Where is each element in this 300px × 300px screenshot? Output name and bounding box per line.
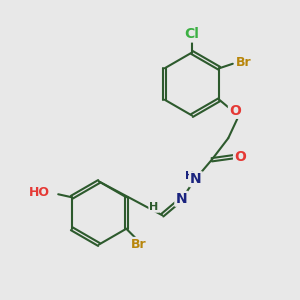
Text: O: O	[229, 104, 241, 118]
Text: N: N	[176, 192, 187, 206]
Text: H: H	[185, 171, 194, 181]
Text: Br: Br	[236, 56, 251, 69]
Text: N: N	[190, 172, 202, 186]
Text: H: H	[149, 202, 158, 212]
Text: Br: Br	[131, 238, 147, 251]
Text: O: O	[234, 150, 246, 164]
Text: HO: HO	[29, 186, 50, 199]
Text: Cl: Cl	[184, 28, 200, 41]
